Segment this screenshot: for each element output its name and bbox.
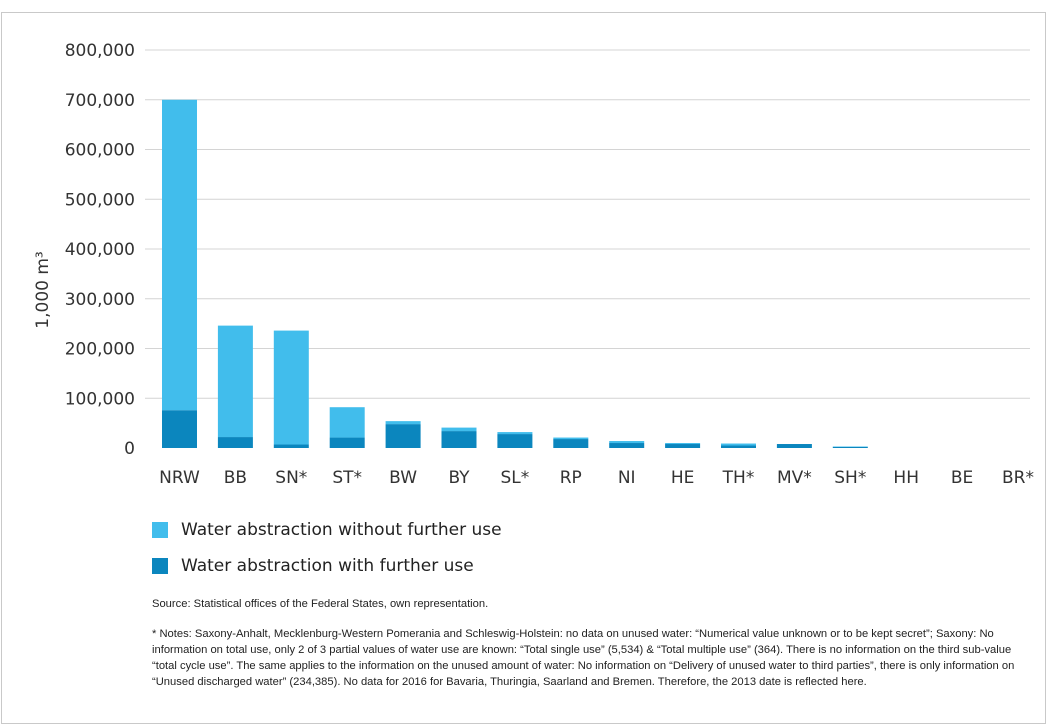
x-tick-label: BR* <box>1002 468 1034 488</box>
bar-with-further-use-bw <box>385 424 421 448</box>
x-tick-label: BY <box>448 468 470 488</box>
x-tick-label: HH <box>893 468 919 488</box>
bar-with-further-use-sl <box>497 434 533 448</box>
bar-with-further-use-nrw <box>162 410 197 448</box>
source-note: Source: Statistical offices of the Feder… <box>152 598 489 610</box>
y-tick-label: 200,000 <box>65 340 135 360</box>
bars <box>162 99 868 448</box>
bar-without-further-use-th <box>721 443 756 446</box>
x-tick-label: ST* <box>332 468 362 488</box>
legend-swatch-light-blue <box>152 522 168 538</box>
bar-with-further-use-sh <box>832 447 868 448</box>
y-tick-label: 100,000 <box>65 389 135 409</box>
legend-label: Water abstraction without further use <box>181 520 502 540</box>
y-tick-label: 800,000 <box>65 41 135 61</box>
bar-with-further-use-bb <box>217 437 253 448</box>
bar-without-further-use-bb <box>217 325 253 438</box>
bar-without-further-use-sn <box>273 330 309 445</box>
bar-with-further-use-rp <box>553 439 589 448</box>
x-tick-label: MV* <box>777 468 812 488</box>
bar-without-further-use-nrw <box>162 99 197 411</box>
bar-with-further-use-sn <box>273 444 309 448</box>
x-tick-label: RP <box>560 468 582 488</box>
legend-label: Water abstraction with further use <box>181 556 474 576</box>
x-tick-labels: NRW BB SN* ST* BW BY SL* RP NI HE TH* MV* SH* HH BE BR* <box>159 468 1034 488</box>
footnotes: * Notes: Saxony-Anhalt, Mecklenburg-West… <box>152 628 1015 688</box>
bar-without-further-use-by <box>441 427 477 432</box>
y-tick-label: 400,000 <box>65 240 135 260</box>
bar-chart: 0 100,000 200,000 300,000 400,000 500,000 600,… <box>33 41 1034 488</box>
legend-swatch-dark-blue <box>152 558 168 574</box>
bar-without-further-use-st <box>329 407 365 438</box>
y-tick-labels: 0 100,000 200,000 300,000 400,000 500,000 600,… <box>65 41 135 459</box>
bar-with-further-use-mv <box>776 444 812 448</box>
legend-item-with-further-use: Water abstraction with further use <box>152 556 474 576</box>
x-tick-label: SH* <box>834 468 866 488</box>
x-tick-label: NRW <box>159 468 200 488</box>
bar-without-further-use-he <box>665 443 701 445</box>
y-tick-label: 600,000 <box>65 141 135 161</box>
legend-item-without-further-use: Water abstraction without further use <box>152 520 502 540</box>
x-tick-label: BW <box>389 468 417 488</box>
x-tick-label: BE <box>951 468 973 488</box>
x-tick-label: NI <box>618 468 636 488</box>
bar-without-further-use-ni <box>609 441 645 444</box>
bar-with-further-use-he <box>665 444 701 448</box>
x-tick-label: SN* <box>275 468 307 488</box>
bar-with-further-use-st <box>329 437 365 448</box>
x-tick-label: BB <box>224 468 247 488</box>
x-tick-label: TH* <box>722 468 755 488</box>
y-tick-label: 700,000 <box>65 91 135 111</box>
bar-without-further-use-sl <box>497 432 533 435</box>
bar-without-further-use-rp <box>553 437 589 440</box>
bar-without-further-use-bw <box>385 421 421 425</box>
bar-with-further-use-th <box>721 445 756 448</box>
x-tick-label: SL* <box>501 468 530 488</box>
y-tick-label: 0 <box>124 439 135 459</box>
x-tick-label: HE <box>671 468 695 488</box>
bar-with-further-use-ni <box>609 443 645 448</box>
bar-with-further-use-by <box>441 431 477 448</box>
y-tick-label: 500,000 <box>65 190 135 210</box>
y-axis-label: 1,000 m³ <box>33 251 53 328</box>
y-tick-label: 300,000 <box>65 290 135 310</box>
